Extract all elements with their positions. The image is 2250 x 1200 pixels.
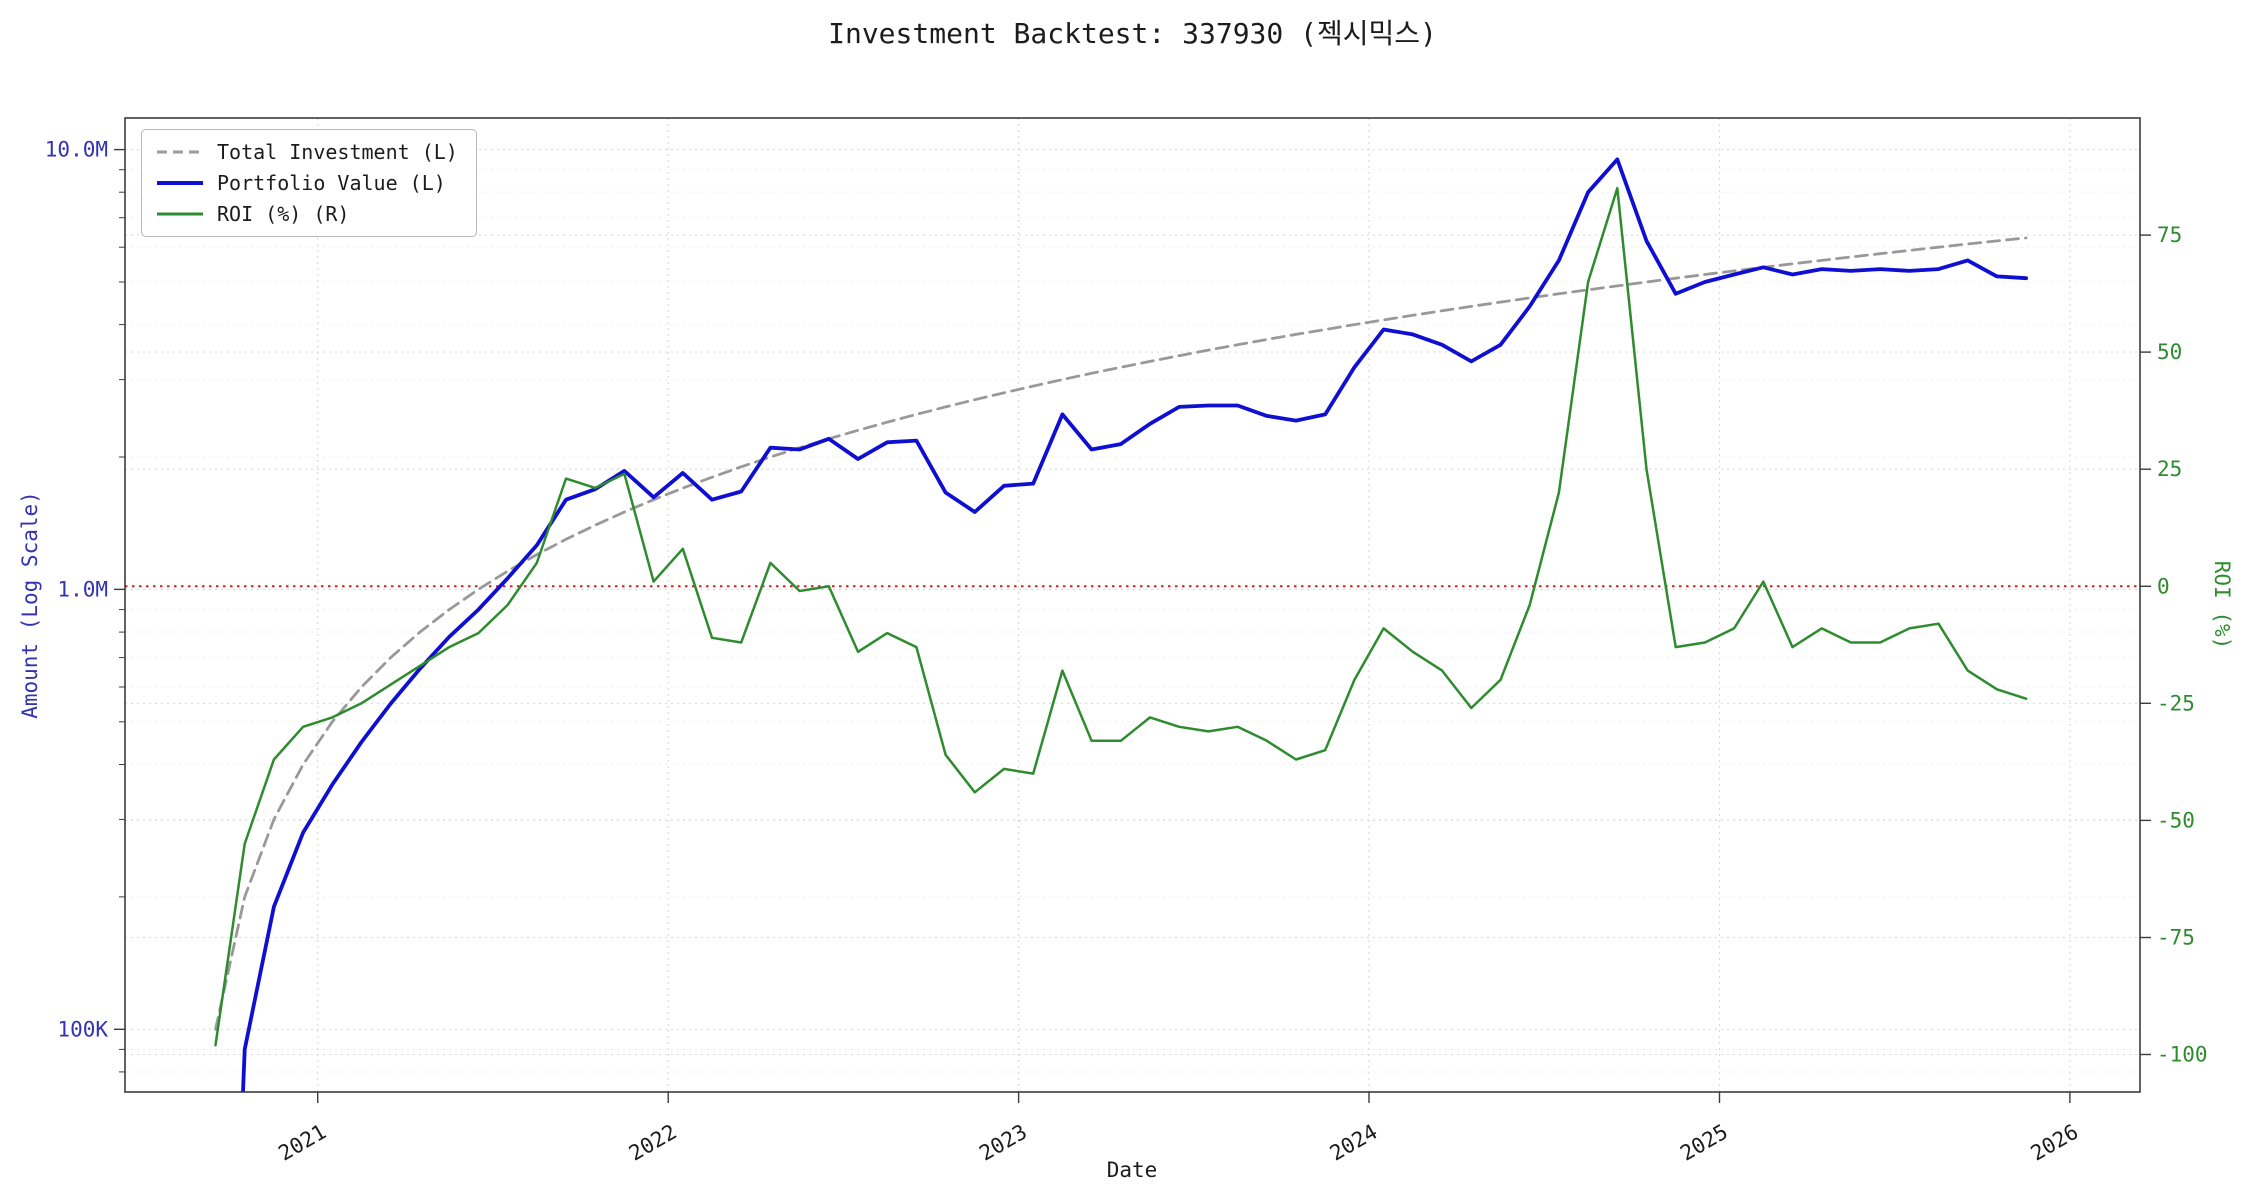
left-tick-label: 1.0M bbox=[57, 577, 108, 601]
right-tick-label: 0 bbox=[2157, 574, 2170, 598]
right-tick-label: -25 bbox=[2157, 691, 2195, 715]
legend-item-label: Portfolio Value (L) bbox=[217, 171, 446, 195]
right-axis-title: ROI (%) bbox=[2210, 560, 2234, 650]
legend-item-label: Total Investment (L) bbox=[217, 140, 458, 164]
left-axis-title: Amount (Log Scale) bbox=[18, 491, 42, 719]
right-tick-label: -100 bbox=[2157, 1043, 2208, 1067]
portfolio-value-line bbox=[241, 157, 2028, 1092]
x-tick-label: 2026 bbox=[2027, 1120, 2083, 1166]
x-tick-label: 2022 bbox=[625, 1120, 681, 1166]
right-tick-label: 50 bbox=[2157, 340, 2182, 364]
plot-border bbox=[124, 117, 2141, 1093]
x-tick-label: 2021 bbox=[274, 1120, 330, 1166]
legend-line-sample bbox=[157, 212, 203, 216]
legend-item-label: ROI (%) (R) bbox=[217, 202, 350, 226]
right-tick-label: -50 bbox=[2157, 808, 2195, 832]
left-tick-label: 100K bbox=[57, 1017, 108, 1041]
chart-title: Investment Backtest: 337930 (젝시믹스) bbox=[828, 17, 1437, 50]
legend: Total Investment (L) Portfolio Value (L) R… bbox=[141, 129, 477, 237]
x-axis-title: Date bbox=[1106, 1158, 1158, 1182]
x-tick-label: 2024 bbox=[1326, 1120, 1382, 1166]
legend-item: Portfolio Value (L) bbox=[156, 171, 458, 195]
x-tick-label: 2023 bbox=[975, 1120, 1031, 1166]
plot-background bbox=[125, 118, 2140, 1092]
x-tick-label: 2025 bbox=[1676, 1120, 1732, 1166]
right-tick-label: 75 bbox=[2157, 223, 2182, 247]
legend-line-sample bbox=[157, 181, 203, 185]
right-tick-label: 25 bbox=[2157, 457, 2182, 481]
right-tick-label: -75 bbox=[2157, 926, 2195, 950]
legend-item: ROI (%) (R) bbox=[156, 202, 458, 226]
legend-line-sample bbox=[157, 150, 203, 154]
legend-item: Total Investment (L) bbox=[156, 140, 458, 164]
roi-line bbox=[214, 186, 2028, 1047]
left-tick-label: 10.0M bbox=[45, 138, 108, 162]
